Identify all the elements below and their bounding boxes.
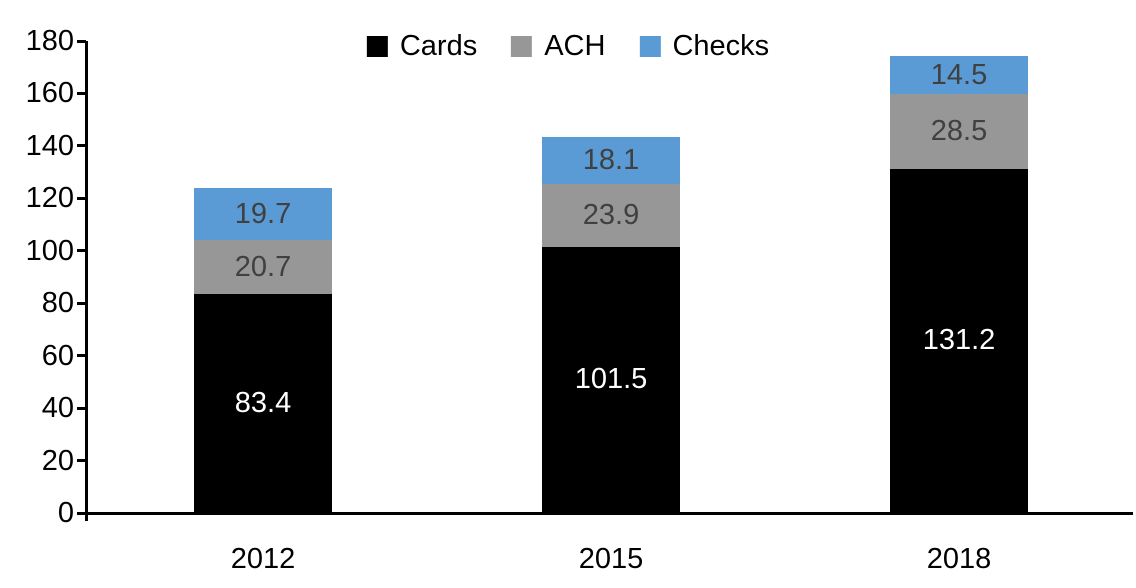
segment-value-label: 131.2 <box>922 324 996 357</box>
y-axis-tick <box>77 196 86 200</box>
x-axis-label: 2015 <box>578 543 644 575</box>
y-axis-tick-label: 80 <box>41 287 74 320</box>
segment-value-label: 83.4 <box>234 387 292 420</box>
legend-item-cards: Cards <box>366 30 478 62</box>
y-axis-tick <box>77 39 86 43</box>
bar-segment-ach: 28.5 <box>890 94 1028 169</box>
legend-swatch-icon <box>639 36 661 57</box>
y-axis-tick-label: 40 <box>41 392 74 425</box>
x-axis <box>78 512 1133 515</box>
y-axis-tick-label: 120 <box>25 182 74 215</box>
legend-swatch-icon <box>511 36 533 57</box>
x-axis-label: 2012 <box>230 543 296 575</box>
bar-segment-cards: 83.4 <box>194 294 332 513</box>
y-axis-tick <box>77 459 86 463</box>
segment-value-label: 18.1 <box>582 143 640 176</box>
legend-label: Cards <box>399 30 478 62</box>
y-axis-tick <box>77 511 86 515</box>
segment-value-label: 20.7 <box>234 250 292 283</box>
legend-item-checks: Checks <box>639 32 769 61</box>
chart-legend: Cards ACH Checks <box>366 30 769 62</box>
bar-segment-checks: 19.7 <box>194 188 332 241</box>
y-axis-tick <box>77 354 86 358</box>
bar-segment-checks: 14.5 <box>890 56 1028 95</box>
legend-swatch-icon <box>366 36 388 57</box>
legend-item-ach: ACH <box>511 32 605 61</box>
segment-value-label: 19.7 <box>234 197 292 230</box>
y-axis-tick <box>77 249 86 253</box>
segment-value-label: 14.5 <box>930 58 988 91</box>
segment-value-label: 28.5 <box>930 115 988 148</box>
y-axis-tick-label: 20 <box>41 444 74 477</box>
y-axis-tick-label: 60 <box>41 339 74 372</box>
bar-segment-checks: 18.1 <box>542 136 680 185</box>
bar-segment-cards: 131.2 <box>890 168 1028 513</box>
segment-value-label: 23.9 <box>582 199 640 231</box>
bar-segment-ach: 20.7 <box>194 240 332 295</box>
y-axis-tick <box>77 144 86 148</box>
y-axis-tick-label: 140 <box>25 129 74 162</box>
y-axis <box>85 41 88 521</box>
y-axis-tick-label: 180 <box>25 25 74 57</box>
y-axis-tick <box>77 301 86 305</box>
x-axis-label: 2018 <box>926 543 992 575</box>
segment-value-label: 101.5 <box>574 363 648 396</box>
bar-segment-ach: 23.9 <box>542 184 680 247</box>
legend-label: ACH <box>544 30 606 62</box>
y-axis-tick-label: 160 <box>25 77 74 110</box>
y-axis-tick <box>77 91 86 95</box>
y-axis-tick-label: 0 <box>57 497 74 529</box>
bar-segment-cards: 101.5 <box>542 246 680 513</box>
legend-label: Checks <box>672 30 770 62</box>
y-axis-tick <box>77 406 86 410</box>
y-axis-tick-label: 100 <box>25 234 74 267</box>
